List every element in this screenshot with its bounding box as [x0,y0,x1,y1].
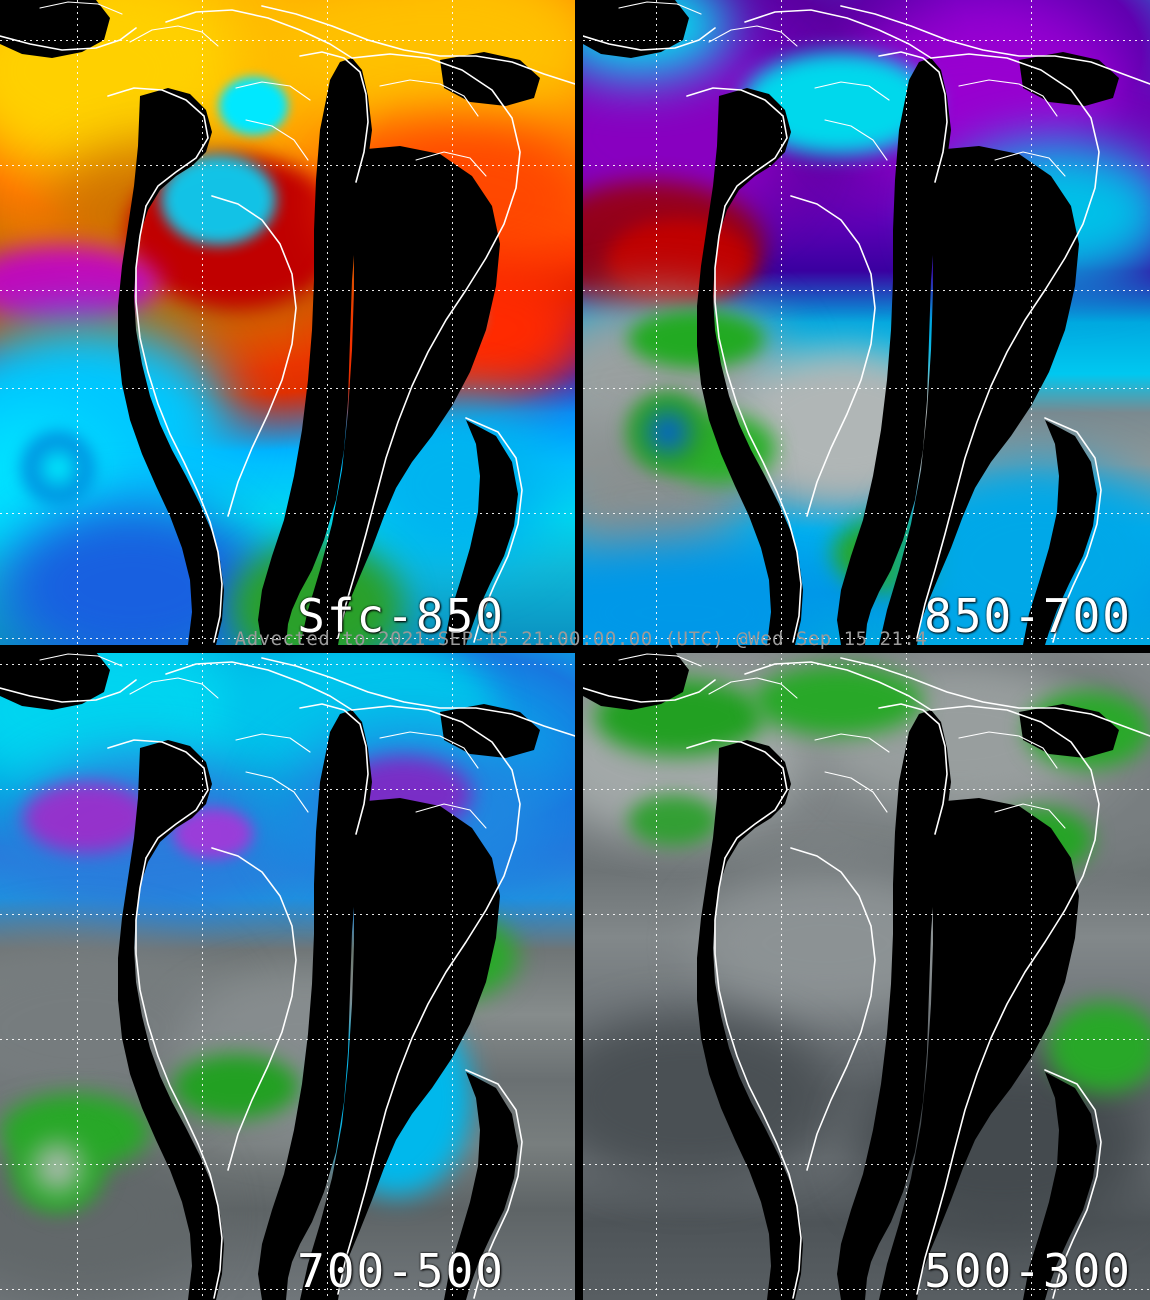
air-mass-feature [583,541,822,645]
moisture-plume [753,664,924,737]
cyclonic-eddy [11,425,104,510]
moisture-plume [991,807,1094,873]
moisture-plume [628,309,765,368]
convective-cell [402,283,483,349]
panel-500-300[interactable]: 500-300 [583,652,1150,1300]
air-mass-feature [356,399,552,568]
panel-label-850-700: 850-700 [924,589,1132,643]
panel-850-700[interactable]: 850-700 [583,0,1150,645]
raster-field-sfc-850 [0,0,575,645]
panel-700-500[interactable]: 700-500 [0,652,575,1300]
moisture-plume [172,1053,299,1119]
air-mass-feature [264,0,575,129]
moisture-plume [628,794,720,847]
cyclonic-eddy [0,1118,115,1216]
panel-gutter-vertical [575,0,583,1300]
panel-label-sfc-850: Sfc-850 [297,589,505,643]
air-mass-feature [322,1001,472,1197]
convective-cell [218,77,288,136]
air-mass-feature [696,872,958,1015]
convective-cell [161,154,276,246]
air-mass-feature [172,807,253,860]
cyclonic-eddy [617,387,720,478]
panel-label-700-500: 700-500 [297,1244,505,1298]
raster-field-700-500 [0,652,575,1300]
moisture-plume [594,677,765,756]
moisture-plume [1047,1001,1150,1093]
air-mass-feature [0,0,219,168]
panel-sfc-850[interactable]: Sfc-850 [0,0,575,645]
air-mass-feature [605,219,754,304]
moisture-plume [368,911,518,1002]
air-mass-feature [23,781,150,853]
air-mass-feature [934,141,1150,284]
raster-field-850-700 [583,0,1150,645]
panel-label-500-300: 500-300 [924,1244,1132,1298]
air-mass-feature [730,348,958,504]
raster-field-500-300 [583,652,1150,1300]
air-mass-feature [741,51,935,155]
moisture-plume [1025,690,1150,769]
air-mass-feature [583,1014,833,1184]
air-mass-feature [333,755,472,834]
